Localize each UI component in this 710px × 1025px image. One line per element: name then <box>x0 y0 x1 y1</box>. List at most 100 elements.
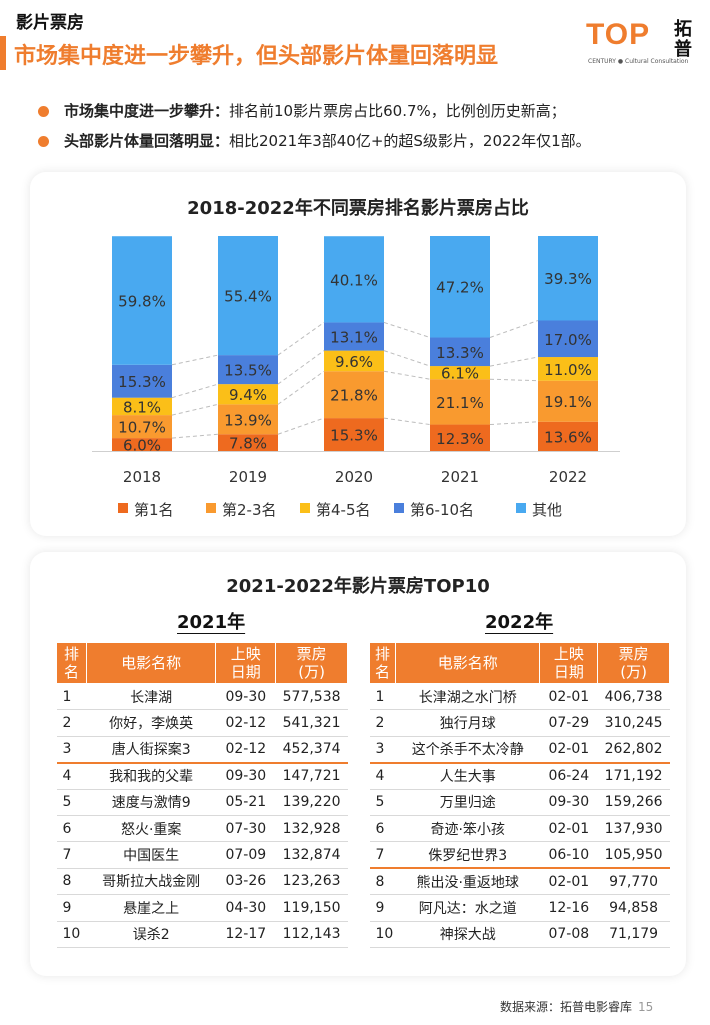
data-label: 55.4% <box>224 288 272 306</box>
data-label: 13.1% <box>330 329 378 347</box>
cell-name: 长津湖之水门桥 <box>395 683 540 711</box>
table-row: 2 独行月球 07-29 310,245 <box>369 709 670 737</box>
connector-line <box>171 403 219 416</box>
footer: 数据来源：拓普电影睿库 15 <box>500 998 653 1015</box>
logo-wordmark: TOP <box>586 18 651 51</box>
cell-rank: 7 <box>56 841 87 869</box>
data-label: 9.6% <box>335 353 373 371</box>
table-header-row: 排 名电影名称 上映 日期 票房 (万) <box>56 642 348 684</box>
page-title: 市场集中度进一步攀升，但头部影片体量回落明显 <box>14 44 499 69</box>
connector-line <box>489 320 539 338</box>
data-label: 10.7% <box>118 419 166 437</box>
bar-segment <box>218 236 278 356</box>
data-label: 9.4% <box>229 386 267 404</box>
cell-box: 123,263 <box>275 868 348 896</box>
page-number: 15 <box>638 1000 654 1014</box>
cell-box: 71,179 <box>597 921 670 948</box>
legend-swatch <box>516 503 526 513</box>
cell-rank: 1 <box>56 683 87 711</box>
table-row: 3 唐人街探案3 02-12 452,374 <box>56 736 348 764</box>
cell-rank: 7 <box>369 841 396 870</box>
cell-date: 02-01 <box>539 868 598 896</box>
data-label: 13.6% <box>544 428 592 446</box>
bullet-dot-icon <box>38 106 49 117</box>
cell-rank: 4 <box>56 762 87 790</box>
cell-rank: 3 <box>369 736 396 764</box>
cell-name: 奇迹·笨小孩 <box>395 815 540 843</box>
cell-box: 139,220 <box>275 789 348 816</box>
header-name: 电影名称 <box>85 642 217 684</box>
connector-line <box>171 354 219 366</box>
cell-box: 97,770 <box>597 868 670 896</box>
bar-segment <box>324 371 384 419</box>
cell-rank: 8 <box>56 868 87 896</box>
cell-rank: 4 <box>369 762 396 790</box>
cell-name: 悬崖之上 <box>86 894 216 922</box>
cell-date: 02-01 <box>539 815 598 843</box>
data-label: 13.5% <box>224 362 272 380</box>
bar-segment <box>218 404 278 435</box>
table-header-row: 排 名电影名称 上映 日期 票房 (万) <box>369 642 670 684</box>
connector-line <box>489 378 539 382</box>
header-name: 电影名称 <box>394 642 541 684</box>
connector-line <box>277 322 325 356</box>
cell-name: 我和我的父辈 <box>86 762 216 790</box>
table-row: 5 万里归途 09-30 159,266 <box>369 789 670 816</box>
cell-date: 07-08 <box>539 921 598 948</box>
data-label: 8.1% <box>123 398 161 416</box>
table-row: 4 人生大事 06-24 171,192 <box>369 762 670 790</box>
table-row: 9 悬崖之上 04-30 119,150 <box>56 894 348 922</box>
cell-box: 94,858 <box>597 894 670 922</box>
cell-rank: 9 <box>369 894 396 922</box>
cell-box: 132,874 <box>275 841 348 869</box>
bullet-head: 市场集中度进一步攀升： <box>64 102 230 120</box>
cell-box: 541,321 <box>275 709 348 737</box>
legend-label: 第4-5名 <box>316 501 371 519</box>
data-label: 13.9% <box>224 411 272 429</box>
bar-segment <box>112 438 172 451</box>
data-label: 47.2% <box>436 279 484 297</box>
data-label: 11.0% <box>544 361 592 379</box>
data-source: 数据来源：拓普电影睿库 <box>500 1000 633 1014</box>
table-row: 7 中国医生 07-09 132,874 <box>56 841 348 869</box>
cell-rank: 10 <box>56 921 87 948</box>
cell-box: 137,930 <box>597 815 670 843</box>
cell-name: 独行月球 <box>395 709 540 737</box>
connector-line <box>383 321 431 338</box>
cell-name: 速度与激情9 <box>86 789 216 816</box>
connector-line <box>171 383 219 399</box>
cell-name: 哥斯拉大战金刚 <box>86 868 216 896</box>
bar-segment <box>112 236 172 365</box>
cell-name: 熊出没·重返地球 <box>395 868 540 896</box>
bar-segment <box>430 236 490 338</box>
connector-line <box>277 417 325 435</box>
logo-tagline: CENTURY ● Cultural Consultation <box>588 58 689 65</box>
cell-rank: 1 <box>369 683 396 711</box>
legend-label: 其他 <box>532 501 562 519</box>
bar-segment <box>112 364 172 398</box>
cell-box: 147,721 <box>275 762 348 790</box>
legend-swatch <box>300 503 310 513</box>
cell-box: 171,192 <box>597 762 670 790</box>
data-label: 13.3% <box>436 344 484 362</box>
page-header: 影片票房 市场集中度进一步攀升，但头部影片体量回落明显 TOP CENTURY … <box>0 0 710 84</box>
connector-line <box>489 421 539 426</box>
table-row: 2 你好，李焕英 02-12 541,321 <box>56 709 348 737</box>
header-box: 票房 (万) <box>275 642 348 684</box>
bar-segment <box>218 434 278 451</box>
cell-box: 452,374 <box>275 736 348 764</box>
cell-name: 你好，李焕英 <box>86 709 216 737</box>
cell-name: 神探大战 <box>395 921 540 948</box>
cell-box: 105,950 <box>597 841 670 870</box>
chart-card: 2018-2022年不同票房排名影片票房占比 6.0% 10.7% 8.1% 15.3… <box>30 172 686 536</box>
cell-box: 262,802 <box>597 736 670 764</box>
section-kicker: 影片票房 <box>16 13 84 33</box>
cell-box: 132,928 <box>275 815 348 843</box>
cell-name: 误杀2 <box>86 921 216 948</box>
cell-rank: 10 <box>369 921 396 948</box>
cell-date: 04-30 <box>215 894 276 922</box>
bar-segment <box>430 424 490 451</box>
bar-segment <box>538 236 598 321</box>
cell-date: 07-09 <box>215 841 276 869</box>
cell-box: 577,538 <box>275 683 348 711</box>
